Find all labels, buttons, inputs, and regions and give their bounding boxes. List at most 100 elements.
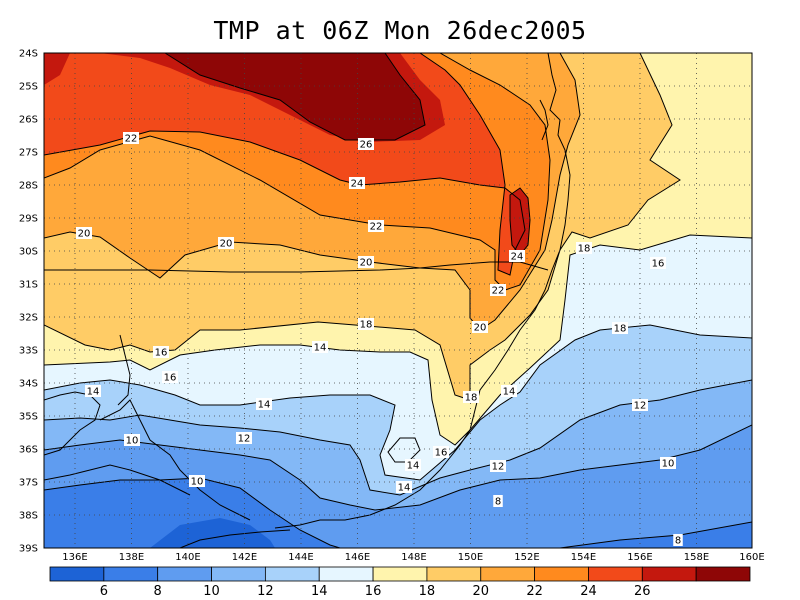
isotherm-14: [44, 324, 752, 481]
contour-label: 16: [164, 373, 177, 384]
isotherm-24: [44, 53, 526, 276]
contour-label-bg: [218, 237, 234, 249]
river-2: [44, 464, 191, 496]
contour-label: 12: [238, 434, 251, 445]
fill-8-10-east: [560, 522, 752, 548]
colorbar-swatch: [103, 566, 159, 582]
isotherm-22: [44, 53, 551, 291]
contour-label: 20: [360, 258, 373, 269]
contour-label: 14: [258, 400, 271, 411]
contour-label: 18: [465, 393, 478, 404]
contour-label: 14: [314, 343, 327, 354]
contour-label-bg: [405, 459, 421, 471]
contour-label: 22: [125, 134, 138, 145]
colorbar-label: 8: [154, 584, 162, 599]
latitude-label: 36S: [19, 445, 38, 456]
contour-label: 12: [634, 401, 647, 412]
coast-gulf: [44, 391, 101, 456]
contour-label-bg: [396, 481, 412, 493]
longitude-label: 138E: [119, 552, 144, 563]
isotherm-24-core: [509, 187, 531, 256]
contour-label: 20: [220, 239, 233, 250]
isotherm-26: [164, 53, 426, 141]
contour-label-bg: [358, 256, 374, 268]
longitude-label: 160E: [739, 552, 764, 563]
contour-label-bg: [632, 399, 648, 411]
colorbar: 6 8 10 12 14 16 18 20 22 24 26: [49, 566, 751, 599]
contour-label-bg: [660, 457, 676, 469]
longitude-label: 154E: [571, 552, 596, 563]
contour-label-bg: [493, 495, 503, 507]
latitude-label: 29S: [19, 214, 38, 225]
contour-label: 22: [370, 222, 383, 233]
contour-label: 16: [652, 259, 665, 270]
latitude-label: 24S: [19, 49, 38, 60]
contour-label-bg: [153, 346, 169, 358]
longitude-label: 136E: [62, 552, 87, 563]
contour-label: 12: [492, 462, 505, 473]
colorbar-swatch: [318, 566, 374, 582]
colorbar-label: 10: [203, 584, 220, 599]
fill-core-a: [165, 53, 425, 140]
contour-label: 10: [662, 459, 675, 470]
colorbar-label: 6: [100, 584, 108, 599]
contour-label-bg: [368, 220, 384, 232]
longitude-labels: 136E 138E 140E 142E 144E 146E 148E 150E 152E 154E…: [62, 552, 764, 563]
fill-east-core: [510, 188, 530, 255]
latitude-label: 35S: [19, 412, 38, 423]
contour-label: 18: [578, 244, 591, 255]
coastline: [274, 53, 571, 529]
contour-label: 16: [155, 348, 168, 359]
latitude-label: 34S: [19, 379, 38, 390]
contour-labels: 22 26 24 22 20 20 20 24 22 18 16 20 18 16 14 18 16 14 14 18…: [76, 132, 683, 547]
colorbar-swatch: [49, 566, 105, 582]
latitude-label: 38S: [19, 511, 38, 522]
colorbar-swatch: [534, 566, 589, 582]
contour-label-bg: [123, 132, 139, 144]
contour-label-bg: [472, 321, 488, 333]
contour-label: 14: [503, 387, 516, 398]
isotherm-8: [44, 477, 341, 548]
contour-label: 8: [495, 497, 501, 508]
colorbar-label: 24: [580, 584, 597, 599]
latitude-label: 33S: [19, 346, 38, 357]
isotherm-12: [44, 379, 752, 496]
contour-label: 8: [675, 536, 681, 547]
contour-label-bg: [358, 318, 374, 330]
latitude-label: 28S: [19, 181, 38, 192]
latitude-labels: 24S 25S 26S 27S 28S 29S 30S 31S 32S 33S 34S 35S 36S 3…: [19, 49, 38, 555]
colorbar-label: 26: [634, 584, 651, 599]
colorbar-label: 14: [311, 584, 328, 599]
contour-label-bg: [509, 250, 525, 262]
colorbar-swatch: [157, 566, 212, 582]
contour-label: 20: [474, 323, 487, 334]
contour-label-bg: [124, 434, 140, 446]
colorbar-label: 12: [257, 584, 274, 599]
river-3: [117, 334, 131, 406]
longitude-label: 148E: [401, 552, 426, 563]
longitude-label: 144E: [288, 552, 313, 563]
contour-label-bg: [162, 371, 178, 383]
coast-small: [539, 99, 549, 141]
contour-label: 26: [360, 140, 373, 151]
fill-island: [388, 438, 420, 462]
colorbar-swatch: [480, 566, 536, 582]
contour-label: 10: [191, 477, 204, 488]
contour-label-bg: [576, 242, 592, 254]
isotherm-14-island: [387, 437, 421, 463]
fill-8-10: [44, 478, 340, 548]
contour-label: 14: [398, 483, 411, 494]
colorbar-label: 22: [526, 584, 543, 599]
latitude-label: 37S: [19, 478, 38, 489]
fill-core-b: [44, 53, 70, 85]
contour-label: 24: [511, 252, 524, 263]
isotherm-10: [44, 424, 752, 511]
latitude-label: 30S: [19, 247, 38, 258]
longitude-label: 152E: [514, 552, 539, 563]
contour-label-bg: [85, 385, 101, 397]
colorbar-label: 20: [472, 584, 489, 599]
state-border-nsw-qld: [44, 261, 549, 273]
colorbar-swatch: [372, 566, 428, 582]
longitude-label: 142E: [232, 552, 257, 563]
colorbar-swatch: [264, 566, 320, 582]
